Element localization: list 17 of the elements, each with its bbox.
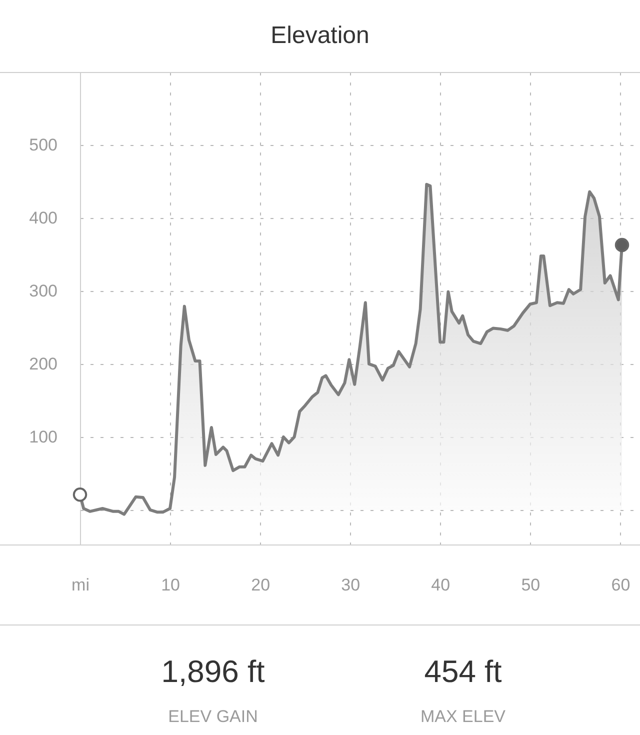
x-tick-label: 20 [251, 576, 270, 594]
x-tick-label: mi [72, 576, 90, 594]
x-tick-label: 40 [431, 576, 450, 594]
x-tick-label: 10 [161, 576, 180, 594]
x-tick-label: 30 [341, 576, 360, 594]
y-tick-label: 100 [29, 427, 58, 446]
y-tick-label: 400 [29, 208, 58, 228]
text: ELEV GAIN [168, 707, 258, 726]
text: 1,896 ft [161, 654, 266, 689]
y-tick-label: 300 [29, 281, 58, 300]
chart-title: Elevation [270, 22, 370, 49]
x-tick-label: 50 [521, 576, 540, 594]
text: MAX ELEV [420, 707, 506, 726]
y-tick-label: 200 [29, 354, 58, 374]
text: 454 ft [424, 654, 502, 689]
x-tick-label: 60 [611, 576, 630, 594]
y-tick-label: 500 [29, 135, 58, 154]
